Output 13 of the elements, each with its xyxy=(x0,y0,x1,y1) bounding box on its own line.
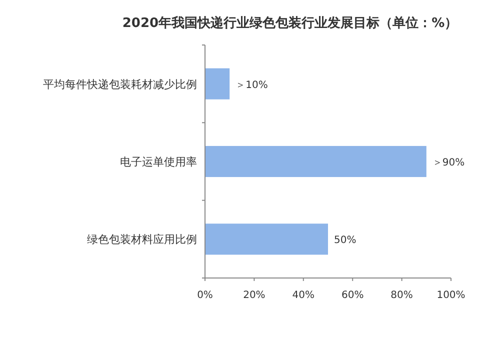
x-tick-label: 0% xyxy=(197,290,213,301)
x-tick-label: 80% xyxy=(390,290,413,301)
data-label: 50% xyxy=(334,235,356,246)
chart-title: 2020年我国快递行业绿色包装行业发展目标（单位：%） xyxy=(122,15,458,31)
x-tick-label: 100% xyxy=(436,290,466,301)
y-tick-label: 绿色包装材料应用比例 xyxy=(87,233,197,246)
data-label: ＞10% xyxy=(236,80,268,91)
x-tick-label: 40% xyxy=(292,290,315,301)
x-tick-label: 60% xyxy=(341,290,364,301)
x-tick-label: 20% xyxy=(243,290,266,301)
data-label: ＞90% xyxy=(432,158,465,168)
y-tick-label: 电子运单使用率 xyxy=(120,156,197,168)
y-tick-label: 平均每件快递包装耗材减少比例 xyxy=(43,78,197,91)
